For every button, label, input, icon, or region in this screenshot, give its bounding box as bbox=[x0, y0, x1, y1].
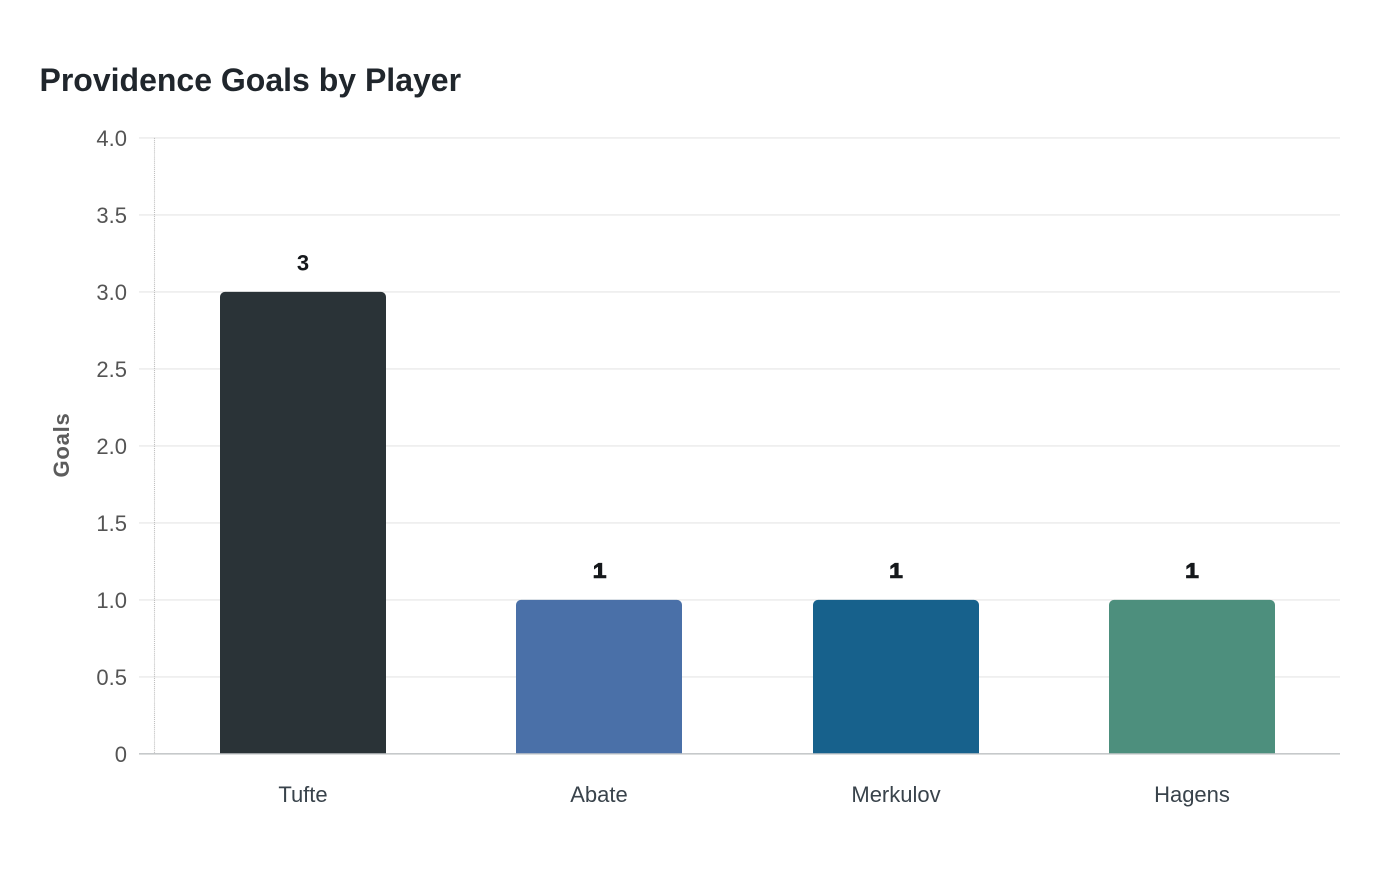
svg-text:Merkulov: Merkulov bbox=[851, 782, 940, 807]
svg-text:3.0: 3.0 bbox=[96, 280, 127, 305]
svg-text:Providence Goals by Player: Providence Goals by Player bbox=[40, 62, 462, 98]
svg-text:Goals: Goals bbox=[49, 413, 74, 478]
svg-text:Tufte: Tufte bbox=[278, 782, 327, 807]
svg-text:Abate: Abate bbox=[570, 782, 628, 807]
svg-text:3.5: 3.5 bbox=[96, 203, 127, 228]
svg-text:0.5: 0.5 bbox=[96, 665, 127, 690]
svg-text:1.5: 1.5 bbox=[96, 511, 127, 536]
svg-text:Hagens: Hagens bbox=[1154, 782, 1230, 807]
svg-text:2.5: 2.5 bbox=[96, 357, 127, 382]
svg-text:1.0: 1.0 bbox=[96, 588, 127, 613]
svg-text:2.0: 2.0 bbox=[96, 434, 127, 459]
svg-text:3: 3 bbox=[297, 251, 309, 276]
svg-text:4.0: 4.0 bbox=[96, 126, 127, 151]
svg-text:0: 0 bbox=[115, 742, 127, 767]
